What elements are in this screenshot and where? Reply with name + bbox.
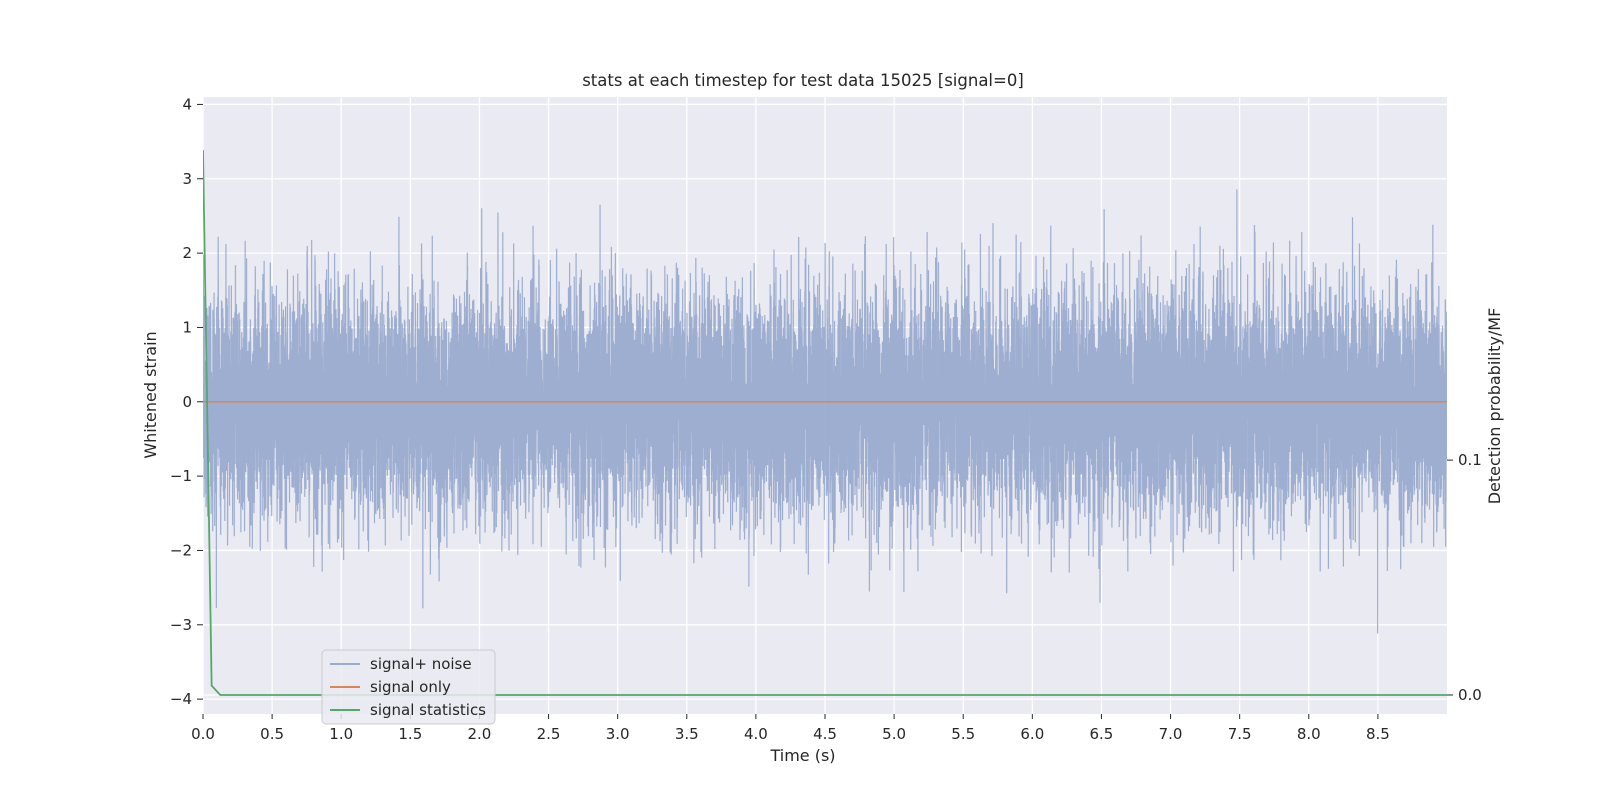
y2-tick-label: 0.1 (1458, 451, 1482, 469)
y-tick-label: 2 (182, 244, 192, 262)
legend-entry-label: signal statistics (370, 701, 486, 719)
y2-axis-ticks: 0.1 0.0 (1447, 451, 1482, 704)
y-tick-label: 0 (182, 393, 192, 411)
chart-title: stats at each timestep for test data 150… (582, 71, 1024, 90)
x-tick-label: 1.5 (398, 725, 422, 743)
x-tick-label: 0.5 (260, 725, 284, 743)
legend-box (321, 649, 496, 725)
x-tick-label: 3.0 (606, 725, 630, 743)
x-tick-label: 5.0 (882, 725, 906, 743)
x-tick-label: 7.5 (1228, 725, 1252, 743)
x-tick-label: 1.0 (329, 725, 353, 743)
x-tick-label: 8.0 (1297, 725, 1321, 743)
x-tick-label: 2.5 (537, 725, 561, 743)
legend-entry-label: signal only (370, 678, 451, 696)
y-tick-label: 1 (182, 318, 192, 336)
y-tick-label: −2 (170, 541, 192, 559)
legend-entry-label: signal+ noise (370, 655, 472, 673)
x-tick-label: 4.5 (813, 725, 837, 743)
y-tick-label: 3 (182, 170, 192, 188)
y2-tick-label: 0.0 (1458, 686, 1482, 704)
y-axis-ticks: 4 3 2 1 0 −1 −2 −3 −4 (170, 95, 203, 708)
x-tick-label: 6.5 (1090, 725, 1114, 743)
y-tick-label: 4 (182, 95, 192, 113)
x-tick-label: 8.5 (1366, 725, 1390, 743)
x-tick-label: 0.0 (191, 725, 215, 743)
y-tick-label: −4 (170, 690, 192, 708)
y-axis-label: Whitened strain (141, 331, 160, 458)
x-tick-label: 7.0 (1159, 725, 1183, 743)
y-tick-label: −3 (170, 616, 192, 634)
x-tick-label: 6.0 (1020, 725, 1044, 743)
y2-axis-label: Detection probability/MF (1485, 308, 1504, 505)
legend: signal+ noise signal only signal statistic… (321, 649, 496, 725)
x-tick-label: 4.0 (744, 725, 768, 743)
x-tick-label: 2.0 (468, 725, 492, 743)
y-tick-label: −1 (170, 467, 192, 485)
x-axis-label: Time (s) (769, 746, 835, 765)
x-axis-ticks: 0.0 0.5 1.0 1.5 2.0 2.5 3.0 3.5 4.0 4.5 5.0 5.5 6.0 6… (191, 714, 1390, 743)
series-signal-noise-line (203, 189, 1447, 634)
x-tick-label: 5.5 (951, 725, 975, 743)
x-tick-label: 3.5 (675, 725, 699, 743)
